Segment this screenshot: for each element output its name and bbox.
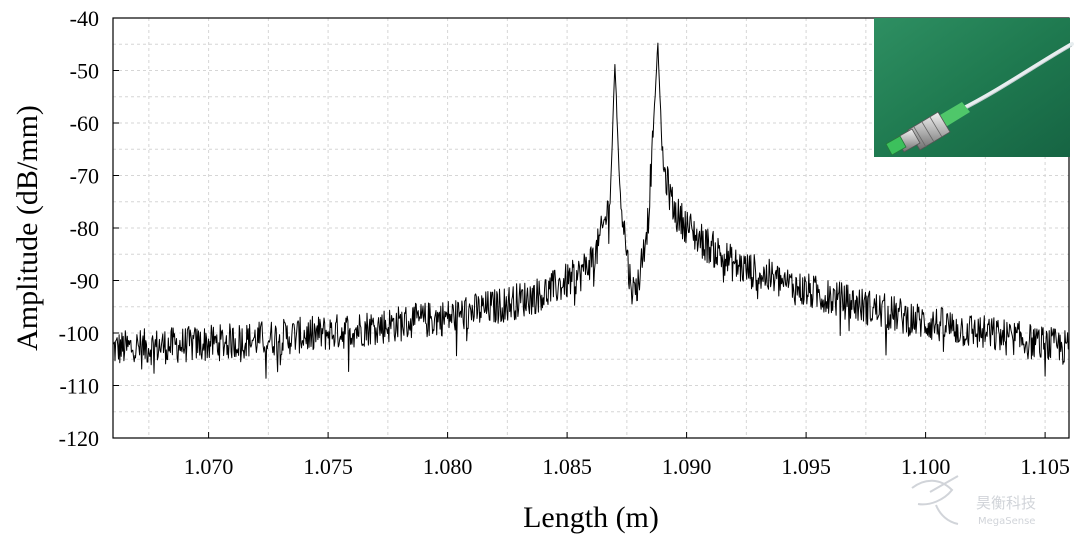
y-tick-label: -50 xyxy=(70,59,99,84)
x-tick-label: 1.100 xyxy=(901,454,951,479)
hummingbird-logo-icon xyxy=(911,475,959,525)
series-layer xyxy=(113,42,1069,379)
y-tick-label: -100 xyxy=(59,321,99,346)
y-tick-label: -70 xyxy=(70,164,99,189)
tick-labels: 1.070 1.075 1.080 1.085 1.090 1.095 1.100 1.105… xyxy=(59,6,1070,479)
y-tick-label: -120 xyxy=(59,426,99,451)
x-tick-label: 1.080 xyxy=(423,454,473,479)
x-axis-title: Length (m) xyxy=(523,501,659,534)
x-tick-label: 1.090 xyxy=(662,454,712,479)
y-tick-label: -40 xyxy=(70,6,99,31)
y-axis-title: Amplitude (dB/mm) xyxy=(11,105,44,351)
connector-photo xyxy=(874,18,1074,157)
y-tick-label: -60 xyxy=(70,111,99,136)
ticks xyxy=(113,17,1046,439)
x-tick-label: 1.105 xyxy=(1020,454,1070,479)
watermark-subtext: MegaSense xyxy=(978,516,1035,527)
y-tick-label: -110 xyxy=(59,374,99,399)
y-tick-label: -80 xyxy=(70,216,99,241)
x-tick-label: 1.075 xyxy=(303,454,353,479)
series-line xyxy=(113,42,1069,379)
watermark: 昊衡科技 MegaSense xyxy=(911,475,1036,527)
x-tick-label: 1.095 xyxy=(781,454,831,479)
watermark-text: 昊衡科技 xyxy=(976,494,1036,512)
y-tick-label: -90 xyxy=(70,269,99,294)
x-tick-label: 1.085 xyxy=(542,454,592,479)
x-tick-label: 1.070 xyxy=(184,454,234,479)
